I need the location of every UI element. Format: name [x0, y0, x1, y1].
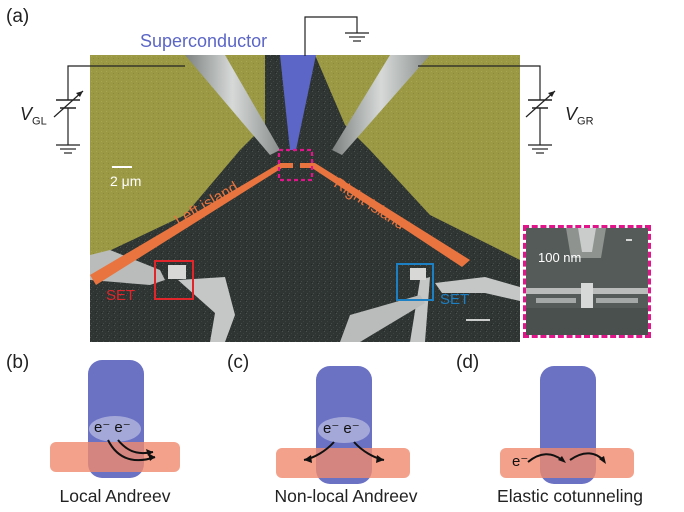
superconductor-label: Superconductor	[140, 31, 268, 51]
normal-bar	[276, 448, 410, 478]
caption-local-andreev: Local Andreev	[59, 486, 171, 506]
set-device-right	[410, 268, 426, 280]
cooper-pair	[318, 417, 370, 443]
left-gate-subscript: GL	[32, 115, 47, 128]
cooper-pair	[89, 416, 141, 442]
schematic-nonlocal-andreev: e⁻ e⁻	[276, 366, 416, 486]
right-gate-subscript: GR	[577, 115, 594, 128]
right-gate-voltage-label: VGR	[565, 104, 594, 128]
set-label-left: SET	[106, 287, 136, 304]
set-label-right: SET	[440, 291, 470, 308]
left-island-shape	[90, 163, 293, 285]
set-device-left	[168, 265, 186, 279]
set-box-left	[154, 260, 194, 300]
cotunnel-arrow-left	[527, 453, 563, 463]
schematic-local-andreev: e⁻ e⁻	[45, 360, 185, 480]
panel-label-b: (b)	[6, 352, 30, 373]
right-gate-symbol: V	[565, 104, 578, 124]
junction-inset: 100 nm	[523, 225, 651, 338]
lead-set-left	[178, 277, 235, 342]
panel-label-c: (c)	[227, 352, 250, 373]
schematic-elastic-cotunneling: e⁻	[500, 366, 640, 486]
superconductor-electrode	[280, 55, 316, 150]
panel-label-d: (d)	[456, 352, 480, 373]
caption-nonlocal-andreev: Non-local Andreev	[274, 486, 418, 506]
junction-zoom-box	[277, 148, 314, 182]
lead-upper-right	[332, 55, 430, 155]
electron-pair-label: e⁻ e⁻	[323, 420, 360, 437]
superconductor-ground-wiring	[304, 16, 369, 56]
sem-micrograph: 2 μm Left island Right island SET SET	[90, 55, 520, 342]
normal-bar	[50, 442, 180, 472]
left-gate-voltage-label: VGL	[20, 104, 47, 128]
left-gate-symbol: V	[20, 104, 33, 124]
panel-label-a: (a)	[6, 6, 30, 27]
scale-bar-label: 2 μm	[110, 173, 142, 189]
electron-pair-label: e⁻ e⁻	[94, 419, 131, 436]
electron-label: e⁻	[512, 453, 529, 470]
gold-region-left	[90, 55, 265, 260]
inset-scale-label: 100 nm	[538, 250, 582, 265]
caption-elastic-cotunneling: Elastic cotunneling	[497, 486, 643, 506]
lead-upper-left	[185, 55, 280, 155]
lead-set-right-b	[435, 277, 520, 301]
lead-lower-right	[340, 295, 425, 342]
lead-set-right-a	[410, 277, 430, 342]
right-island-shape	[300, 163, 470, 267]
set-box-right	[396, 263, 434, 301]
normal-bar	[500, 448, 634, 478]
